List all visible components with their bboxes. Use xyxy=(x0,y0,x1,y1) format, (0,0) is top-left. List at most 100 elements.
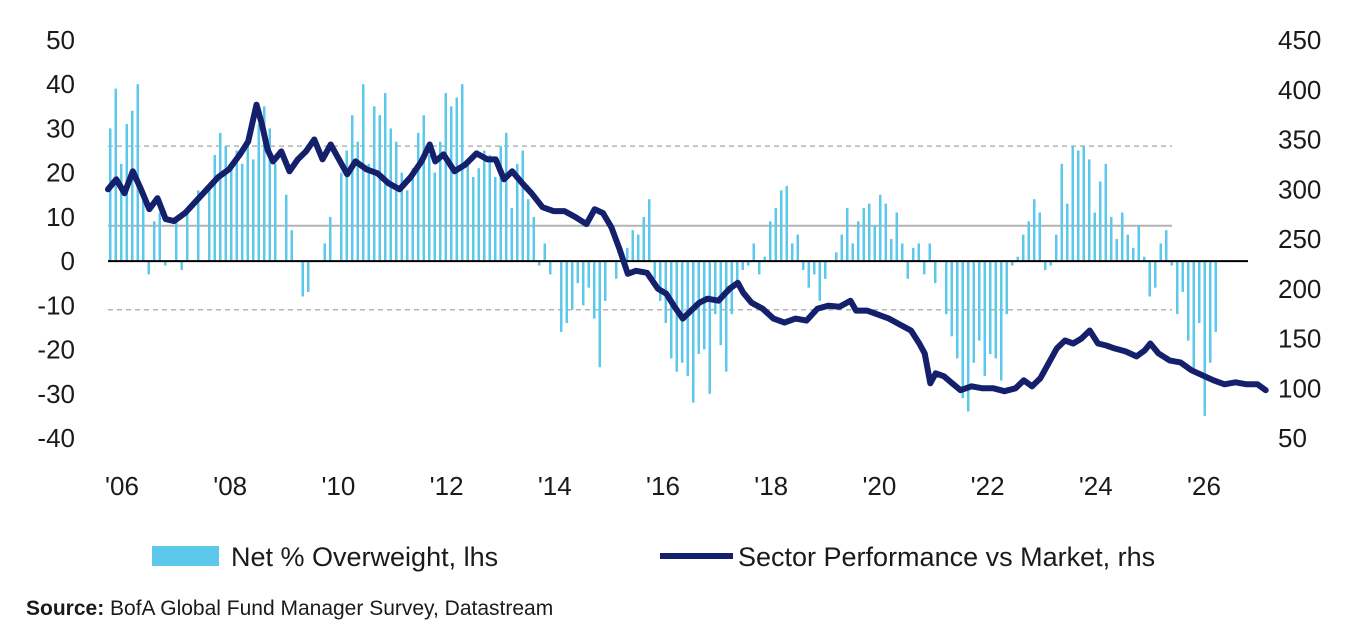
line-series xyxy=(105,101,1269,395)
bar xyxy=(615,261,618,279)
bar xyxy=(1011,261,1014,266)
source-text: BofA Global Fund Manager Survey, Datastr… xyxy=(110,597,554,620)
bar xyxy=(565,261,568,324)
bar xyxy=(631,230,634,262)
bar xyxy=(274,163,277,262)
bar xyxy=(1148,261,1151,297)
grid-lines xyxy=(108,145,1172,311)
bar xyxy=(796,234,799,262)
bar xyxy=(345,150,348,262)
bar xyxy=(675,261,678,372)
bar xyxy=(653,261,656,279)
y-left-tick-label: 0 xyxy=(61,246,75,276)
bar xyxy=(719,261,722,346)
bar xyxy=(824,261,827,279)
y-right-tick-label: 300 xyxy=(1278,174,1321,204)
bar xyxy=(670,261,673,359)
bar xyxy=(1154,261,1157,288)
bar xyxy=(1000,261,1003,381)
bar xyxy=(329,216,332,262)
bar xyxy=(818,261,821,301)
y-left-tick-label: -30 xyxy=(37,379,75,409)
bar xyxy=(395,141,398,262)
bar xyxy=(697,261,700,354)
bar xyxy=(433,172,436,262)
bar xyxy=(389,128,392,262)
bar xyxy=(543,243,546,262)
bar xyxy=(263,106,266,262)
bar xyxy=(219,132,222,262)
bar xyxy=(868,203,871,262)
x-tick-label: '18 xyxy=(754,471,788,501)
bar xyxy=(560,261,563,332)
bar xyxy=(884,203,887,262)
bar xyxy=(587,261,590,288)
y-right-tick-label: 200 xyxy=(1278,274,1321,304)
source-note: Source: BofA Global Fund Manager Survey,… xyxy=(26,597,553,621)
bar xyxy=(499,146,502,262)
bar xyxy=(1049,261,1052,266)
bar xyxy=(373,106,376,262)
bar xyxy=(175,216,178,262)
bar xyxy=(857,221,860,262)
bar xyxy=(1115,239,1118,262)
bar xyxy=(340,172,343,262)
bar xyxy=(109,128,112,262)
bar xyxy=(576,261,579,284)
legend-line-label: Sector Performance vs Market, rhs xyxy=(738,542,1155,572)
bar xyxy=(131,110,134,262)
bar xyxy=(235,150,238,262)
bar xyxy=(494,177,497,262)
x-tick-label: '26 xyxy=(1187,471,1221,501)
bar xyxy=(186,208,189,262)
bar xyxy=(268,128,271,262)
x-tick-label: '12 xyxy=(430,471,464,501)
bar xyxy=(1088,159,1091,262)
bar xyxy=(422,115,425,262)
bar xyxy=(505,132,508,262)
bar xyxy=(510,208,513,262)
bar xyxy=(895,212,898,262)
y-left-tick-label: 50 xyxy=(46,25,75,55)
bar xyxy=(252,159,255,262)
bar xyxy=(769,221,772,262)
y-left-tick-label: -20 xyxy=(37,335,75,365)
bar xyxy=(164,261,167,266)
bar xyxy=(912,247,915,262)
bar xyxy=(917,243,920,262)
x-tick-label: '14 xyxy=(538,471,572,501)
bar xyxy=(213,154,216,262)
bar xyxy=(1044,261,1047,270)
bar xyxy=(1071,146,1074,262)
bar xyxy=(1121,212,1124,262)
bar xyxy=(455,97,458,262)
bar xyxy=(1077,150,1080,262)
y-right-tick-label: 50 xyxy=(1278,423,1307,453)
bar xyxy=(290,230,293,262)
bar xyxy=(571,261,574,310)
bar xyxy=(774,208,777,262)
bar xyxy=(1099,181,1102,262)
bar xyxy=(1165,230,1168,262)
bar xyxy=(257,124,260,262)
x-tick-label: '24 xyxy=(1079,471,1113,501)
bar xyxy=(703,261,706,350)
bar xyxy=(604,261,607,301)
bar xyxy=(1038,212,1041,262)
bar xyxy=(692,261,695,403)
bar xyxy=(686,261,689,377)
bar xyxy=(1022,234,1025,262)
bar xyxy=(714,261,717,315)
bar xyxy=(158,212,161,262)
bar xyxy=(835,252,838,262)
bar xyxy=(1181,261,1184,293)
legend-bars-swatch xyxy=(152,546,219,566)
bar xyxy=(736,261,739,288)
bar xyxy=(180,261,183,270)
bar xyxy=(659,261,662,301)
bar xyxy=(301,261,304,297)
bar xyxy=(538,261,541,266)
y-right-tick-label: 400 xyxy=(1278,75,1321,105)
bar xyxy=(642,216,645,262)
